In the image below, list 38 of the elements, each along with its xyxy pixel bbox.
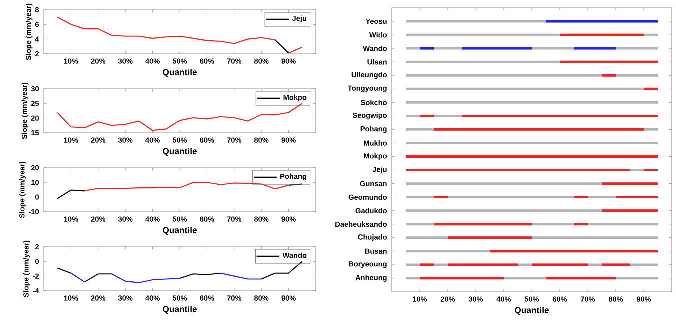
bar — [602, 182, 658, 186]
bar — [434, 128, 644, 131]
line-series — [84, 182, 290, 192]
bar — [406, 101, 658, 104]
bar — [420, 47, 434, 50]
bar — [462, 47, 532, 50]
bar — [406, 156, 658, 158]
bar — [644, 169, 658, 172]
bar — [560, 34, 644, 36]
x-axis-title: Quantile — [515, 307, 550, 316]
bar — [574, 196, 588, 199]
x-axis-title: Quantile — [163, 69, 198, 78]
bar — [574, 47, 616, 50]
x-axis-title: Quantile — [163, 227, 198, 236]
bar — [490, 250, 658, 253]
bar — [448, 236, 532, 240]
bar — [420, 277, 504, 280]
bar — [546, 277, 616, 280]
bar — [406, 142, 658, 144]
bar — [644, 88, 658, 90]
x-axis-title: Quantile — [163, 306, 198, 314]
bar — [434, 223, 532, 226]
bar — [602, 210, 658, 212]
x-axis-title: Quantile — [163, 148, 198, 156]
bar — [406, 74, 658, 77]
bar — [420, 264, 434, 266]
bar — [448, 264, 518, 266]
bar — [532, 264, 588, 266]
bar — [602, 264, 630, 266]
bar — [434, 196, 448, 199]
bar — [574, 223, 588, 226]
bar — [420, 114, 434, 118]
line-series — [57, 16, 276, 44]
line-series — [57, 103, 303, 132]
bar — [560, 60, 658, 64]
bar — [462, 114, 658, 118]
bar — [602, 74, 616, 77]
bar — [616, 196, 658, 199]
